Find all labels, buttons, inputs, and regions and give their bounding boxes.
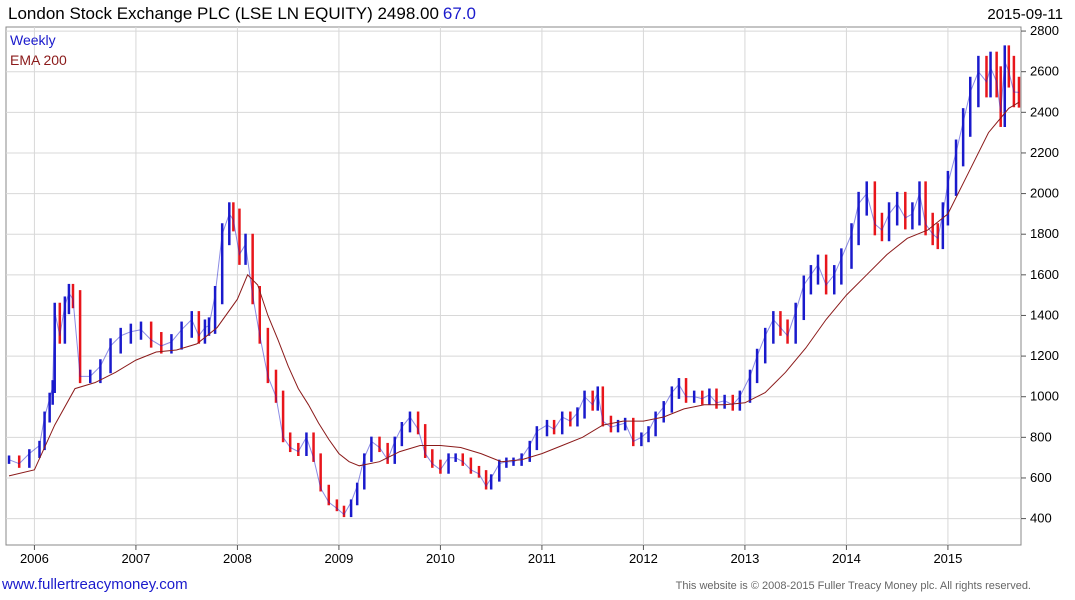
chart-date: 2015-09-11 bbox=[987, 6, 1063, 23]
chart-title: London Stock Exchange PLC (LSE LN EQUITY… bbox=[8, 4, 476, 24]
legend-entry: EMA 200 bbox=[10, 52, 67, 68]
x-tick-label: 2015 bbox=[933, 551, 962, 566]
y-tick-label: 1200 bbox=[1030, 348, 1059, 363]
ema-200-line bbox=[8, 101, 1020, 477]
legend-entry: Weekly bbox=[10, 32, 56, 48]
chart-title-text: London Stock Exchange PLC (LSE LN EQUITY… bbox=[8, 4, 439, 23]
weekly-close-line bbox=[8, 61, 1020, 516]
y-tick-label: 1000 bbox=[1030, 389, 1059, 404]
y-tick-label: 2600 bbox=[1030, 64, 1059, 79]
y-tick-label: 2200 bbox=[1030, 145, 1059, 160]
x-tick-label: 2011 bbox=[528, 551, 556, 566]
y-tick-label: 1600 bbox=[1030, 267, 1059, 282]
x-tick-label: 2006 bbox=[20, 551, 49, 566]
footer-site-link[interactable]: www.fullertreacymoney.com bbox=[2, 576, 188, 593]
y-tick-label: 400 bbox=[1030, 511, 1052, 526]
y-tick-label: 2000 bbox=[1030, 186, 1059, 201]
x-tick-label: 2008 bbox=[223, 551, 252, 566]
footer-copyright: This website is © 2008-2015 Fuller Treac… bbox=[675, 580, 1031, 592]
x-tick-label: 2007 bbox=[121, 551, 150, 566]
x-tick-label: 2013 bbox=[730, 551, 759, 566]
x-tick-label: 2009 bbox=[324, 551, 353, 566]
x-axis: 2006 2007 2008 2009 2010 2011 2012 2013 2014 2015 bbox=[20, 545, 962, 566]
plot-frame bbox=[5, 26, 1022, 546]
y-axis: 400 600 800 1000 1200 1400 1600 1800 2000 2200 240… bbox=[1021, 23, 1059, 526]
price-change: 67.0 bbox=[442, 4, 477, 23]
legend: Weekly EMA 200 bbox=[10, 32, 67, 68]
grid-lines bbox=[6, 27, 1021, 545]
ema-line-group bbox=[8, 101, 1020, 477]
y-tick-label: 800 bbox=[1030, 429, 1052, 444]
y-tick-label: 600 bbox=[1030, 470, 1052, 485]
x-tick-label: 2012 bbox=[629, 551, 658, 566]
x-tick-label: 2014 bbox=[832, 551, 861, 566]
price-chart: 400 600 800 1000 1200 1400 1600 1800 2000 2200 240… bbox=[5, 23, 1059, 566]
y-tick-label: 2800 bbox=[1030, 23, 1059, 38]
y-tick-label: 1800 bbox=[1030, 226, 1059, 241]
y-tick-label: 1400 bbox=[1030, 307, 1059, 322]
x-tick-label: 2010 bbox=[426, 551, 455, 566]
y-tick-label: 2400 bbox=[1030, 104, 1059, 119]
price-bars bbox=[7, 45, 1021, 518]
